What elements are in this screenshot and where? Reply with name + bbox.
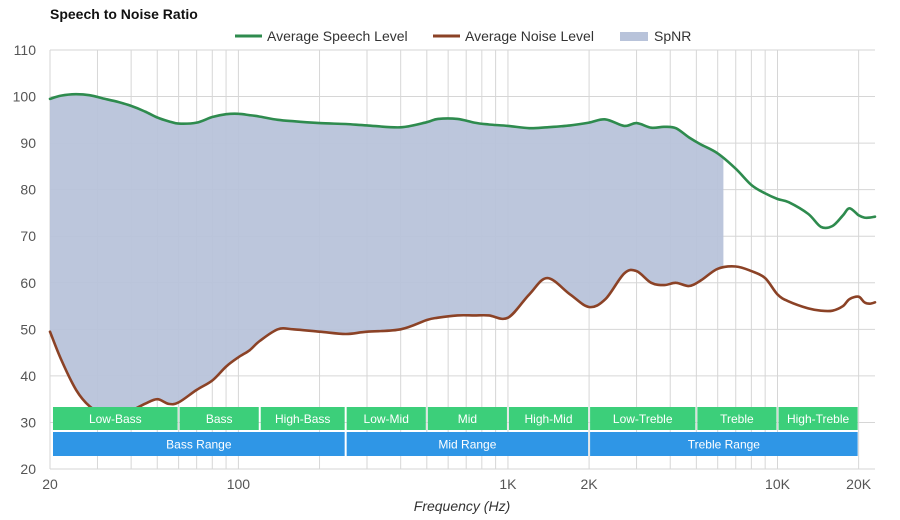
- legend-label: Average Noise Level: [465, 28, 594, 44]
- band-label: Bass Range: [166, 438, 232, 452]
- x-axis: 20 100 1K 2K 10K 20K: [42, 476, 872, 492]
- band-label: Low-Treble: [613, 412, 673, 426]
- y-tick-label: 70: [20, 228, 36, 244]
- series-lines: [48, 92, 877, 418]
- band-label: Mid: [458, 412, 477, 426]
- legend-label: SpNR: [654, 28, 691, 44]
- spnr-area: [50, 94, 724, 417]
- band-rect: [697, 407, 777, 430]
- y-axis: 20 30 40 50 60 70 80 90 100 110: [13, 42, 37, 477]
- legend: Average Speech Level Average Noise Level S…: [235, 28, 691, 44]
- y-tick-label: 50: [20, 321, 36, 337]
- y-tick-label: 30: [20, 414, 36, 430]
- x-axis-label: Frequency (Hz): [414, 498, 510, 514]
- chart-title: Speech to Noise Ratio: [50, 6, 198, 22]
- band-rect: [53, 407, 178, 430]
- x-tick-label: 20: [42, 476, 58, 492]
- band-rect: [260, 407, 345, 430]
- band-rect: [778, 407, 858, 430]
- speech-level-line: [48, 92, 877, 230]
- x-tick-label: 100: [227, 476, 251, 492]
- y-tick-label: 20: [20, 461, 36, 477]
- noise-level-line: [48, 265, 877, 418]
- band-label: Low-Mid: [364, 412, 409, 426]
- y-tick-label: 90: [20, 135, 36, 151]
- band-rect: [508, 407, 589, 430]
- band-label: Mid Range: [438, 438, 496, 452]
- x-tick-label: 10K: [765, 476, 791, 492]
- y-tick-label: 60: [20, 275, 36, 291]
- band-rect: [590, 432, 858, 456]
- band-rect: [346, 432, 589, 456]
- band-label: High-Mid: [525, 412, 573, 426]
- x-tick-label: 2K: [581, 476, 599, 492]
- band-label: Treble: [720, 412, 754, 426]
- band-label: High-Treble: [787, 412, 850, 426]
- band-label: Bass: [206, 412, 233, 426]
- band-rect: [427, 407, 507, 430]
- band-rect: [179, 407, 259, 430]
- band-label: Treble Range: [688, 438, 761, 452]
- band-label: High-Bass: [275, 412, 330, 426]
- band-label: Low-Bass: [89, 412, 142, 426]
- x-tick-label: 1K: [499, 476, 517, 492]
- x-tick-label: 20K: [846, 476, 872, 492]
- y-tick-label: 40: [20, 368, 36, 384]
- y-tick-label: 80: [20, 182, 36, 198]
- band-rect: [53, 432, 345, 456]
- band-rect: [346, 407, 426, 430]
- y-tick-label: 100: [13, 89, 37, 105]
- frequency-bands: Low-Bass Bass High-Bass Low-Mid Mid High-Mid L…: [53, 407, 858, 456]
- spnr-area-layer: [50, 94, 724, 417]
- legend-label: Average Speech Level: [267, 28, 408, 44]
- legend-swatch: [620, 32, 648, 41]
- band-rect: [590, 407, 696, 430]
- y-tick-label: 110: [14, 42, 37, 58]
